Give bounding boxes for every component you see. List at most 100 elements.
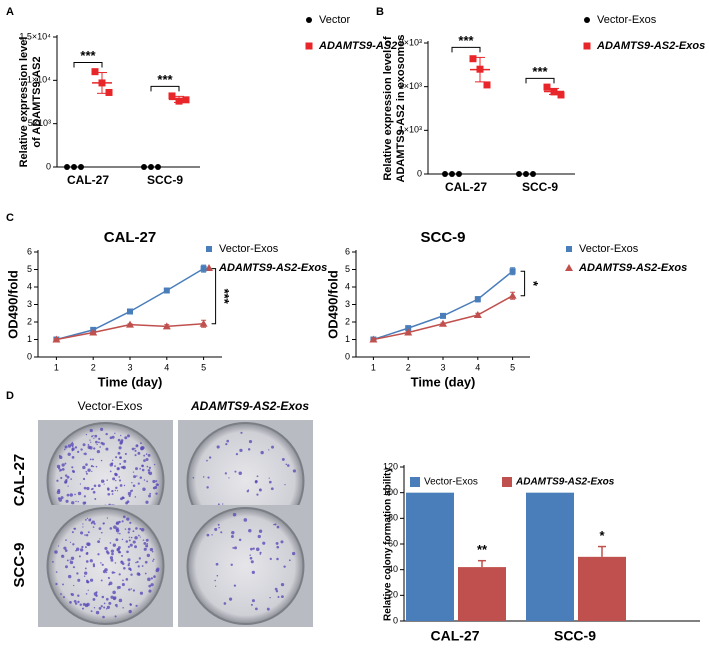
y-tick-label: 60 xyxy=(388,538,398,548)
colony xyxy=(216,445,220,449)
colony xyxy=(143,547,147,551)
colony xyxy=(269,596,271,599)
significance-bracket xyxy=(525,77,555,84)
colony xyxy=(255,547,260,552)
colony xyxy=(122,579,124,582)
colony xyxy=(146,553,151,558)
colony xyxy=(65,565,68,569)
colony xyxy=(92,526,95,528)
colony xyxy=(85,463,88,466)
colony xyxy=(128,539,131,542)
x-tick-label: 4 xyxy=(475,362,480,372)
colony xyxy=(139,591,144,595)
y-tick-label: 40 xyxy=(388,564,398,574)
colony xyxy=(116,586,119,588)
colony xyxy=(89,458,92,461)
colony xyxy=(120,434,122,437)
colony xyxy=(231,530,235,535)
colony xyxy=(122,496,125,500)
colony xyxy=(123,566,126,570)
colony xyxy=(145,500,149,504)
y-tick-label: 2 xyxy=(27,316,32,326)
colony xyxy=(121,582,125,587)
data-point xyxy=(163,287,170,294)
colony xyxy=(92,434,94,437)
data-point xyxy=(508,291,517,299)
colony xyxy=(109,470,112,473)
data-point xyxy=(557,91,565,99)
data-point xyxy=(530,171,536,177)
data-point xyxy=(474,296,481,303)
colony xyxy=(215,585,217,587)
colony xyxy=(218,526,220,529)
colony xyxy=(234,546,237,550)
x-tick-label: SCC-9 xyxy=(522,180,558,194)
colony xyxy=(128,609,132,614)
colony xyxy=(126,517,130,521)
colony xyxy=(69,600,72,604)
colony xyxy=(215,562,219,566)
colony xyxy=(79,483,82,485)
colony xyxy=(111,489,114,493)
colony xyxy=(141,565,144,567)
colony xyxy=(72,543,75,546)
data-point xyxy=(148,164,154,170)
colony xyxy=(144,572,147,575)
colony xyxy=(250,547,253,551)
colony xyxy=(95,440,98,444)
colony xyxy=(85,546,87,548)
y-tick-label: 0 xyxy=(417,168,422,178)
data-point xyxy=(89,328,98,336)
significance-label: *** xyxy=(217,289,232,305)
colony xyxy=(222,503,224,505)
colony xyxy=(106,487,110,490)
colony xyxy=(134,454,137,457)
colony xyxy=(134,449,137,452)
colony xyxy=(118,551,122,554)
colony xyxy=(58,454,61,457)
colony xyxy=(117,467,120,470)
colony xyxy=(94,498,97,500)
y-axis-label: Relative expression level xyxy=(18,37,30,168)
colony xyxy=(65,539,67,541)
colony xyxy=(77,578,81,582)
colony xyxy=(228,597,233,601)
colony xyxy=(66,493,70,497)
colony xyxy=(87,445,91,449)
colony xyxy=(232,512,237,517)
colony xyxy=(150,583,154,587)
colony xyxy=(94,434,98,438)
colony xyxy=(62,596,66,599)
colony xyxy=(59,470,61,472)
colony xyxy=(61,554,63,557)
colony xyxy=(136,572,140,576)
colony xyxy=(108,581,113,586)
y-axis-label: ADAMTS9-AS2 in exosomes xyxy=(395,35,407,183)
colony xyxy=(111,552,114,556)
colony xyxy=(216,574,219,577)
colony xyxy=(118,520,120,523)
colony xyxy=(93,484,97,488)
colony xyxy=(101,595,105,599)
colony xyxy=(130,573,133,576)
colony xyxy=(102,615,105,619)
colony xyxy=(82,526,84,528)
colony xyxy=(82,443,86,447)
colony xyxy=(124,436,128,440)
colony xyxy=(100,459,103,462)
colony xyxy=(151,550,154,553)
colony xyxy=(115,456,118,459)
colony xyxy=(109,527,113,530)
colony xyxy=(259,553,262,555)
colony xyxy=(217,503,220,506)
colony xyxy=(121,520,124,523)
colony xyxy=(243,518,248,522)
colony xyxy=(83,486,87,490)
plate-dish xyxy=(46,507,165,625)
colony xyxy=(115,538,119,542)
x-tick-label: SCC-9 xyxy=(554,628,596,644)
x-axis-label: Time (day) xyxy=(98,374,163,389)
colony xyxy=(70,478,72,480)
colony xyxy=(103,602,106,605)
